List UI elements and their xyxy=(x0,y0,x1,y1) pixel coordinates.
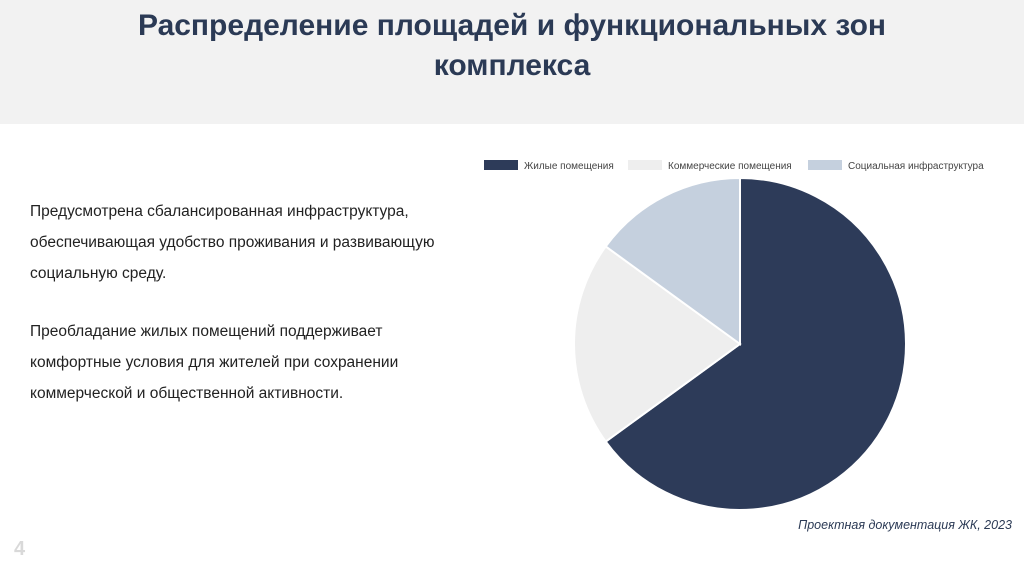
description-paragraph-2: Преобладание жилых помещений поддерживае… xyxy=(30,323,399,402)
pie-chart-svg: Жилые помещения Коммерческие помещения Соц… xyxy=(484,160,984,511)
legend-swatch-1 xyxy=(628,160,662,170)
title-bar: Распределение площадей и функциональных … xyxy=(0,0,1024,124)
slide-title: Распределение площадей и функциональных … xyxy=(137,9,887,82)
pie-slice-0 xyxy=(604,176,907,511)
legend-swatch-2 xyxy=(808,160,842,170)
legend-swatch-0 xyxy=(484,160,518,170)
page-number: 4 xyxy=(14,538,26,560)
pie-slice-2 xyxy=(604,176,741,346)
source-note: Проектная документация ЖК, 2023 xyxy=(798,518,1012,532)
legend-label-2: Социальная инфраструктура xyxy=(848,160,984,172)
description-paragraph-1: Предусмотрена сбалансированная инфрастру… xyxy=(30,203,435,282)
legend-label-1: Коммерческие помещения xyxy=(668,161,792,172)
pie-chart: Жилые помещения Коммерческие помещения Соц… xyxy=(470,150,1010,520)
legend-label-0: Жилые помещения xyxy=(524,161,614,172)
pie-slice-1 xyxy=(573,245,742,443)
